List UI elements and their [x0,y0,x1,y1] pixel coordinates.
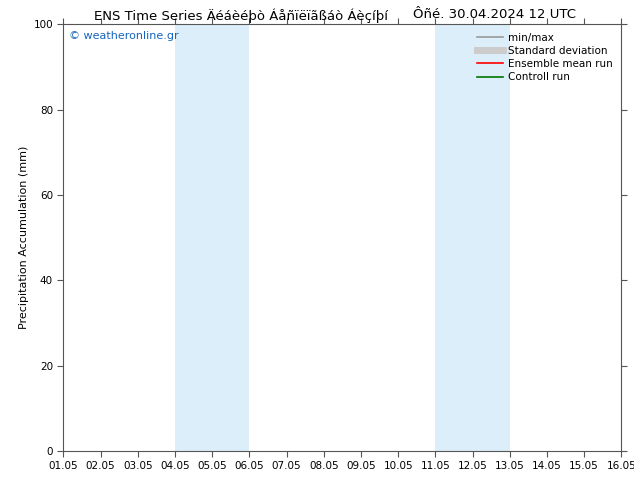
Text: © weatheronline.gr: © weatheronline.gr [69,31,179,41]
Text: Ôñé. 30.04.2024 12 UTC: Ôñé. 30.04.2024 12 UTC [413,8,576,22]
Bar [175,24,249,451]
Text: ENS Time Series Äéáèéþò Áåñïëïãßáò Áèçíþí: ENS Time Series Äéáèéþò Áåñïëïãßáò Áèçíþ… [94,8,388,23]
Y-axis label: Precipitation Accumulation (mm): Precipitation Accumulation (mm) [19,146,29,329]
Bar [436,24,510,451]
Legend: min/max, Standard deviation, Ensemble mean run, Controll run: min/max, Standard deviation, Ensemble me… [474,30,616,85]
